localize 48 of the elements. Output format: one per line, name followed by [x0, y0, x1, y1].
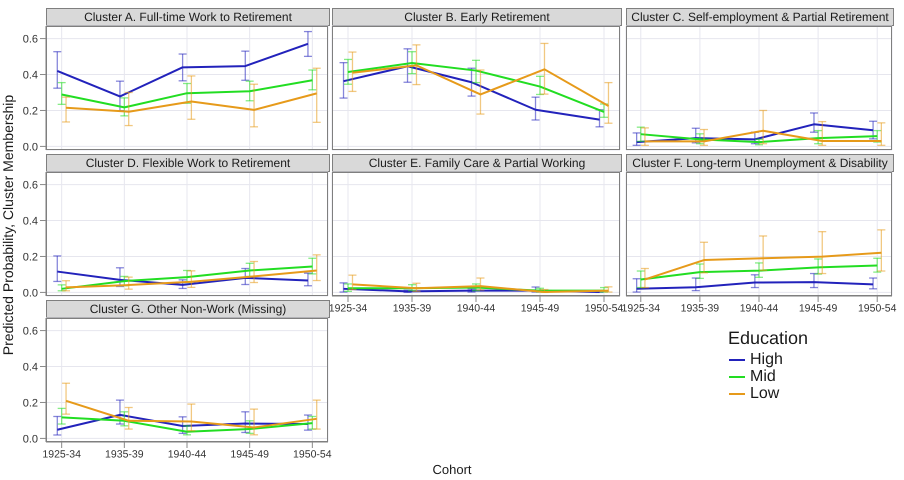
chart-title: Cluster G. Other Non-Work (Missing) [46, 300, 330, 318]
y-tick-label: 0.6 [22, 33, 38, 46]
y-tick-label: 0.6 [22, 179, 38, 192]
y-tick-label: 0.0 [22, 287, 38, 300]
chart-title: Cluster C. Self-employment & Partial Retirement [626, 8, 894, 26]
y-tick-label: 0.2 [22, 105, 38, 118]
y-tick-label: 0.0 [22, 433, 38, 446]
x-tick-label: 1935-39 [680, 302, 720, 314]
x-tick-label: 1945-49 [798, 302, 838, 314]
line-series [56, 42, 309, 98]
legend-title: Education [728, 328, 808, 349]
line-series [65, 269, 318, 288]
x-tick-label: 1945-49 [520, 302, 560, 314]
legend-label: Low [750, 384, 780, 402]
x-tick-label: 1945-49 [230, 448, 270, 460]
y-tick-label: 0.4 [22, 361, 38, 374]
y-axis-title: Predicted Probability, Cluster Membership [0, 94, 17, 358]
legend-label: Mid [750, 368, 776, 386]
x-tick-label: 1940-44 [456, 302, 496, 314]
x-tick-label: 1925-34 [328, 302, 368, 314]
chart-title: Cluster A. Full-time Work to Retirement [46, 8, 330, 26]
line-series [65, 92, 318, 113]
line-series [56, 414, 309, 431]
y-tick-label: 0.6 [22, 325, 38, 338]
x-tick-label: 1940-44 [168, 448, 206, 460]
y-tick-label: 0.4 [22, 69, 38, 82]
x-tick-label: 1935-39 [392, 302, 432, 314]
line-series [65, 400, 318, 428]
y-tick-label: 0.2 [22, 397, 38, 410]
x-tick-label: 1950-54 [293, 448, 332, 460]
chart-title: Cluster E. Family Care & Partial Working [332, 154, 622, 172]
line-series [60, 79, 314, 108]
chart-title: Cluster D. Flexible Work to Retirement [46, 154, 330, 172]
x-tick-label: 1940-44 [740, 302, 778, 314]
x-tick-label: 1925-34 [42, 448, 82, 460]
x-tick-label: 1950-54 [858, 302, 897, 314]
chart-title: Cluster B. Early Retirement [332, 8, 622, 26]
y-tick-label: 0.4 [22, 215, 38, 228]
legend-label: High [750, 350, 783, 368]
x-axis-title: Cohort [431, 462, 473, 477]
chart-title: Cluster F. Long-term Unemployment & Disability [626, 154, 894, 172]
y-tick-label: 0.2 [22, 251, 38, 264]
line-series [56, 270, 309, 286]
x-tick-label: 1950-54 [584, 302, 624, 314]
x-tick-label: 1925-34 [622, 302, 660, 314]
y-tick-label: 0.0 [22, 141, 38, 154]
x-tick-label: 1935-39 [105, 448, 144, 460]
line-series [60, 416, 314, 433]
